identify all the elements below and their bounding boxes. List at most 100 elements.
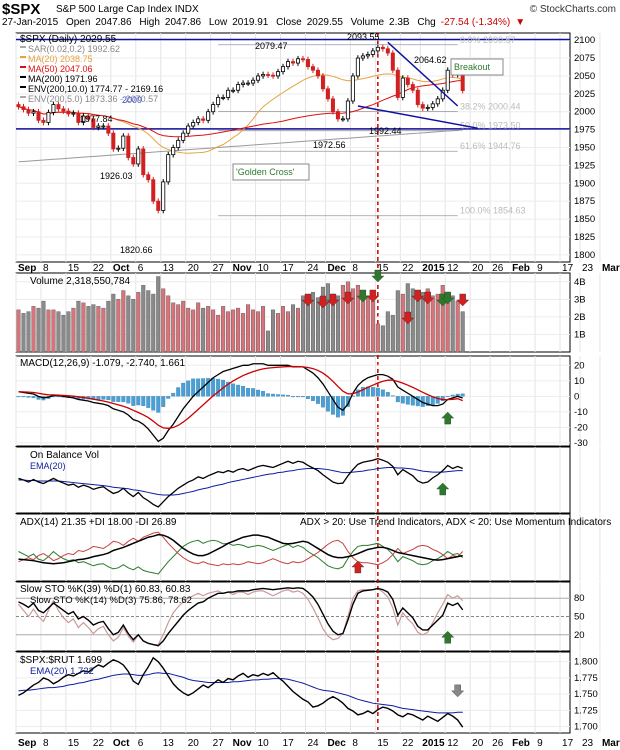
price-panel-title: $SPX (Daily) 2029.55 <box>20 34 117 45</box>
date-label-bottom: Sep <box>18 738 36 749</box>
date-label-top: 15 <box>68 263 80 274</box>
legend-label: MA(200) 1971.96 <box>28 74 98 84</box>
volume-tick-label: 3B <box>574 294 586 305</box>
volume-bar <box>21 313 26 353</box>
candle-body <box>325 88 330 100</box>
date-label-bottom: 8 <box>352 738 358 749</box>
candle-body <box>355 57 360 77</box>
candle-body <box>221 97 226 99</box>
stoch-slow-line <box>18 587 464 647</box>
candle-body <box>211 104 216 113</box>
candle-body <box>241 82 246 85</box>
macd-histogram-bar <box>236 384 241 397</box>
adx-plus-di-line <box>18 539 464 575</box>
volume-bar <box>126 295 131 353</box>
macd-histogram-bar <box>390 395 395 397</box>
annotation-label: 1972.56 <box>313 140 346 150</box>
candle-body <box>380 46 385 50</box>
symbol-subtitle: S&P 500 Large Cap Index INDX <box>56 4 199 15</box>
volume-signal-arrow <box>456 293 470 307</box>
ratio-line <box>18 656 464 728</box>
macd-histogram-bar <box>330 396 335 415</box>
candle-body <box>206 111 211 121</box>
volume-signal-arrow <box>411 289 425 303</box>
stoch-tick-label: 20 <box>574 630 585 641</box>
volume-bar <box>261 306 266 353</box>
candle-body <box>385 48 390 54</box>
date-label-top: 8 <box>352 263 358 274</box>
volume-bar <box>191 309 196 353</box>
price-tick-label: 1850 <box>574 214 595 225</box>
annotation-label: Breakout <box>454 62 491 72</box>
volume-tick-label: 4B <box>574 277 586 288</box>
candle-body <box>256 75 261 81</box>
date-label-bottom: 17 <box>562 738 574 749</box>
volume-bar <box>460 311 465 353</box>
macd-histogram-bar <box>151 396 156 411</box>
volume-bar <box>186 307 191 353</box>
date-label-top: 17 <box>283 263 295 274</box>
volume-bar <box>71 307 76 353</box>
candle-body <box>266 74 271 76</box>
fib-label: 38.2% 2000.44 <box>460 101 521 111</box>
ratio-tick-label: 1.750 <box>574 689 598 700</box>
date-label-bottom: 8 <box>43 738 49 749</box>
candle-body <box>425 107 430 109</box>
volume-bar <box>300 295 305 353</box>
panel-frame-2 <box>15 355 571 447</box>
date-label-bottom: 26 <box>492 738 504 749</box>
macd-histogram-bar <box>266 393 270 397</box>
macd-histogram-bar <box>306 396 310 399</box>
macd-histogram-bar <box>131 396 136 406</box>
date-label-top: 24 <box>307 263 319 274</box>
candle-body <box>350 75 355 102</box>
annotation-box <box>232 163 310 181</box>
volume-bar <box>116 299 121 353</box>
macd-histogram-bar <box>206 378 211 397</box>
price-tick-label: 1825 <box>574 232 595 243</box>
volume-bar <box>310 292 315 353</box>
macd-histogram-bar <box>425 396 430 406</box>
macd-histogram-bar <box>385 392 390 397</box>
candle-body <box>81 115 86 123</box>
macd-histogram-bar <box>296 396 300 398</box>
volume-bar <box>86 306 91 353</box>
volume-bar <box>136 292 141 353</box>
candle-body <box>21 106 26 110</box>
low-label: Low <box>208 17 228 28</box>
volume-bar <box>445 299 450 353</box>
date-label-bottom: 23 <box>582 738 594 749</box>
candle-body <box>251 79 256 84</box>
volume-value: 2.3B <box>389 17 410 28</box>
macd-histogram-bar <box>460 393 465 397</box>
panel-frame-3 <box>15 446 571 514</box>
ma50-line <box>18 79 463 138</box>
candle-body <box>76 112 81 123</box>
date-label-bottom: 20 <box>188 738 200 749</box>
volume-bar <box>455 300 460 353</box>
candle-body <box>330 98 335 113</box>
volume-bar <box>171 302 176 353</box>
candle-body <box>370 50 375 55</box>
candle-body <box>141 148 146 176</box>
macd-histogram-bar <box>435 396 440 404</box>
ratio-tick-label: 1.775 <box>574 673 598 684</box>
volume-bar <box>400 293 405 353</box>
candle-body <box>340 118 345 121</box>
volume-signal-arrow <box>341 291 355 305</box>
annotation-label: 1926.03 <box>100 171 133 181</box>
macd-histogram-bar <box>375 387 380 397</box>
date-label-bottom: 17 <box>283 738 295 749</box>
macd-histogram-bar <box>325 396 330 412</box>
volume-signal-arrow <box>366 289 380 303</box>
date-label-top: 20 <box>188 263 200 274</box>
volume-bar <box>231 309 236 353</box>
candle-body <box>176 139 181 148</box>
legend-swatch <box>20 56 26 58</box>
candle-body <box>305 59 310 68</box>
macd-histogram-bar <box>186 380 191 397</box>
volume-bar <box>320 286 325 353</box>
macd-histogram-bar <box>226 381 231 397</box>
wedge-lower-line <box>357 105 478 129</box>
volume-bar <box>450 295 455 353</box>
